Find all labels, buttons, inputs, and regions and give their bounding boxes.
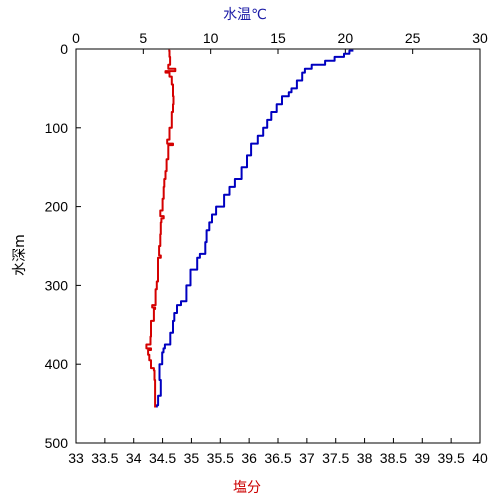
bottom-tick-label: 33.5	[91, 450, 118, 466]
bottom-tick-label: 40	[472, 450, 488, 466]
series-layer	[145, 49, 354, 408]
salinity-series-line	[145, 49, 177, 408]
top-tick-label: 15	[270, 30, 286, 46]
left-tick-label: 300	[45, 277, 69, 293]
top-tick-label: 0	[72, 30, 80, 46]
bottom-tick-label: 36	[241, 450, 257, 466]
bottom-tick-label: 38.5	[380, 450, 407, 466]
plot-frame	[75, 48, 481, 444]
bottom-tick-label: 35	[184, 450, 200, 466]
top-tick-label: 30	[472, 30, 488, 46]
bottom-tick-label: 37	[299, 450, 315, 466]
left-tick-label: 100	[45, 120, 69, 136]
top-axis-title: 水温℃	[223, 7, 267, 23]
bottom-tick-label: 35.5	[207, 450, 234, 466]
bottom-tick-label: 37.5	[322, 450, 349, 466]
bottom-tick-label: 36.5	[264, 450, 291, 466]
left-tick-label: 0	[60, 41, 68, 57]
bottom-tick-label: 39.5	[438, 450, 465, 466]
bottom-tick-label: 34.5	[149, 450, 176, 466]
bottom-tick-label: 33	[68, 450, 84, 466]
top-tick-label: 5	[139, 30, 147, 46]
bottom-tick-label: 38	[357, 450, 373, 466]
top-tick-label: 10	[203, 30, 219, 46]
top-tick-label: 20	[338, 30, 354, 46]
left-tick-label: 500	[45, 435, 69, 451]
bottom-axis-title: 塩分	[233, 480, 261, 496]
left-tick-label: 400	[45, 356, 69, 372]
bottom-axis-ticks: 33 33.5 34 34.5 35 35.5 36 36.5 37 37.5 38 38.5 39 39…	[68, 438, 488, 466]
temperature-series-line	[155, 49, 354, 408]
top-axis-ticks: 0 5 10 15 20 25 30	[72, 30, 488, 54]
left-axis-ticks: 0 100 200 300 400 500	[45, 41, 81, 451]
left-axis-title: 水深m	[12, 234, 28, 276]
top-tick-label: 25	[405, 30, 421, 46]
bottom-tick-label: 39	[414, 450, 430, 466]
left-tick-label: 200	[45, 199, 69, 215]
bottom-tick-label: 34	[126, 450, 142, 466]
